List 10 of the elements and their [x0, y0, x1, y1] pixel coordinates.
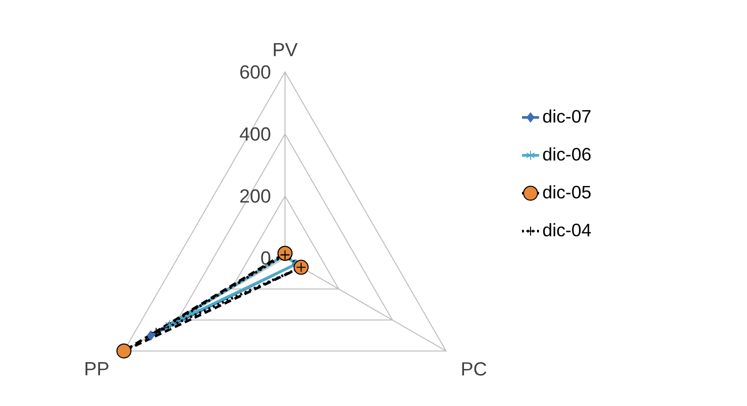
y-tick-label: 200 [240, 189, 270, 203]
legend-label: dic-07 [543, 110, 590, 123]
y-tick-label: 400 [240, 127, 270, 141]
legend-label: dic-06 [543, 147, 591, 161]
spoke-label: PP [86, 362, 108, 376]
spoke-label: PC [462, 362, 486, 376]
spoke-label: PV [274, 43, 298, 56]
y-tick-label: 600 [240, 65, 270, 79]
legend-label: dic-05 [543, 185, 591, 199]
legend-label: dic-04 [543, 223, 591, 236]
